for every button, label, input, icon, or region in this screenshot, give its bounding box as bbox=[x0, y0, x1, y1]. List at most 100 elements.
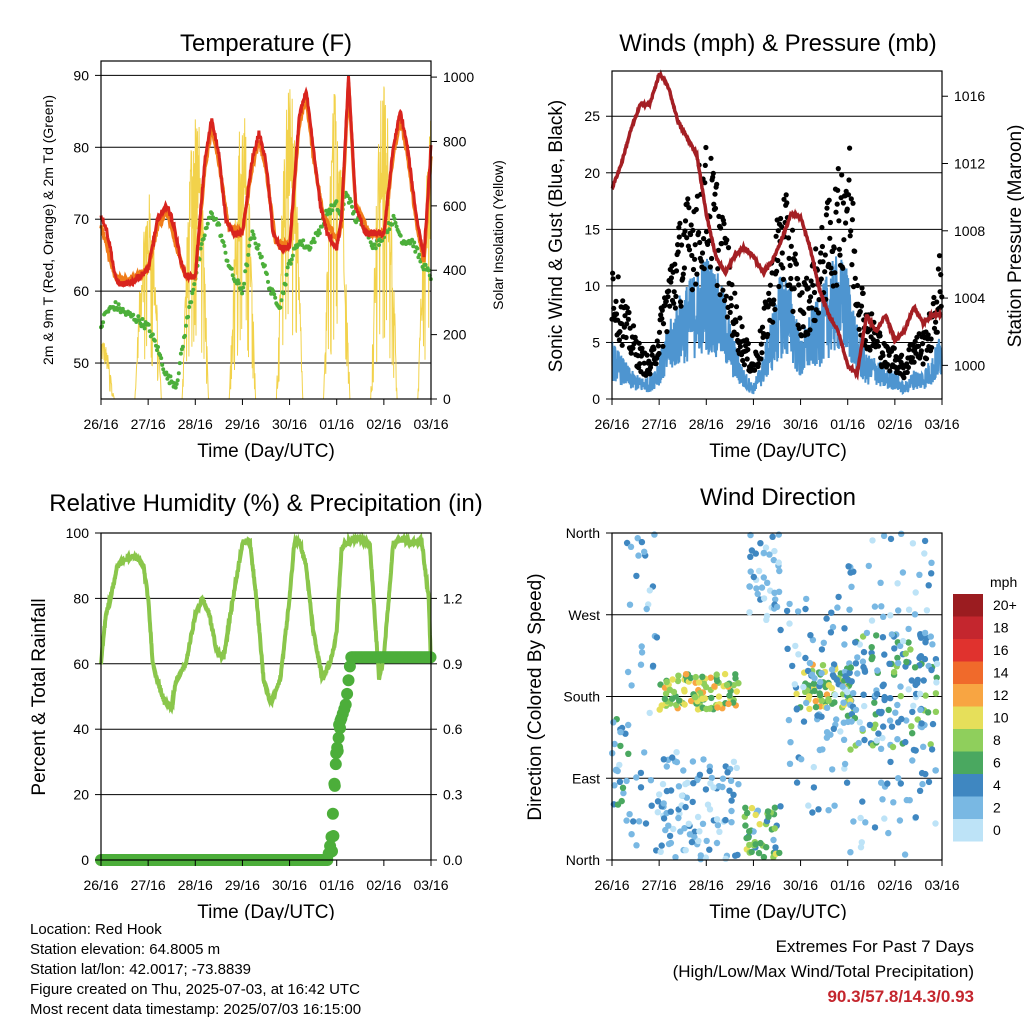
wind-direction-point bbox=[628, 682, 635, 689]
wind-direction-point bbox=[691, 828, 698, 835]
gust-point bbox=[690, 227, 696, 233]
colorbar-swatch bbox=[953, 616, 983, 639]
rainfall-point bbox=[331, 745, 344, 757]
gust-point bbox=[677, 220, 683, 226]
wind-direction-point bbox=[689, 798, 696, 806]
dewpoint-point bbox=[256, 243, 261, 248]
gust-point bbox=[854, 282, 861, 289]
wind-direction-point bbox=[807, 632, 814, 639]
gust-point bbox=[649, 352, 655, 358]
wind-direction-point bbox=[861, 736, 868, 744]
dewpoint-point bbox=[168, 374, 173, 379]
gust-point bbox=[655, 343, 662, 349]
wind-direction-point bbox=[861, 702, 868, 710]
dewpoint-point bbox=[241, 285, 246, 290]
wind-direction-point bbox=[812, 703, 820, 711]
wind-direction-point bbox=[667, 808, 674, 815]
station-elevation: Station elevation: 64.8005 m bbox=[30, 941, 221, 958]
wind-direction-point bbox=[643, 605, 650, 613]
gust-point bbox=[835, 187, 841, 193]
dewpoint-point bbox=[392, 216, 397, 221]
wind-direction-point bbox=[776, 567, 783, 575]
wind-direction-point bbox=[760, 549, 768, 557]
rainfall-point bbox=[342, 674, 355, 687]
y2-tick-label: 1.2 bbox=[443, 590, 463, 606]
rainfall-point bbox=[328, 779, 341, 792]
wind-direction-point bbox=[857, 844, 865, 851]
wind-direction-point bbox=[922, 692, 929, 699]
dewpoint-point bbox=[221, 240, 226, 245]
gust-point bbox=[679, 242, 685, 248]
gust-point bbox=[723, 293, 729, 299]
wind-direction-point bbox=[633, 774, 640, 781]
gust-point bbox=[690, 266, 697, 273]
y2-tick-label: 1008 bbox=[954, 223, 985, 239]
pressure-line bbox=[610, 69, 943, 381]
gust-point bbox=[773, 233, 779, 239]
wind-direction-point bbox=[847, 746, 854, 753]
gust-point bbox=[779, 250, 785, 256]
gust-point bbox=[701, 266, 707, 272]
y-tick-label: 0 bbox=[81, 852, 89, 868]
wind-direction-point bbox=[696, 771, 704, 778]
dewpoint-point bbox=[398, 233, 403, 238]
wind-direction-point bbox=[858, 839, 865, 846]
dewpoint-point bbox=[175, 378, 180, 383]
wind-direction-point bbox=[646, 587, 653, 594]
x-tick-label: 29/16 bbox=[736, 416, 771, 432]
gust-point bbox=[623, 334, 629, 341]
dewpoint-point bbox=[301, 238, 306, 243]
gust-point bbox=[781, 196, 787, 202]
gust-point bbox=[639, 345, 645, 351]
gust-point bbox=[778, 215, 784, 222]
gust-point bbox=[851, 284, 857, 290]
wind-direction-title: Wind Direction bbox=[700, 484, 856, 511]
wind-direction-point bbox=[617, 728, 624, 736]
colorbar-swatch bbox=[953, 774, 983, 797]
y-tick-label: West bbox=[568, 607, 600, 623]
dewpoint-point bbox=[131, 312, 136, 317]
gust-point bbox=[729, 282, 735, 288]
rainfall-point bbox=[343, 660, 356, 673]
gust-point bbox=[936, 253, 943, 259]
gust-point bbox=[835, 166, 841, 172]
wind-direction-point bbox=[689, 758, 697, 765]
gust-point bbox=[828, 265, 834, 271]
gust-point bbox=[933, 319, 939, 325]
dewpoint-point bbox=[191, 287, 196, 292]
dewpoint-point bbox=[190, 291, 195, 296]
wind-direction-point bbox=[742, 822, 749, 829]
wind-direction-point bbox=[723, 681, 731, 689]
gust-point bbox=[694, 271, 700, 277]
wind-direction-point bbox=[669, 754, 676, 761]
wind-direction-point bbox=[891, 645, 898, 652]
wind-direction-point bbox=[674, 677, 682, 685]
gust-point bbox=[771, 297, 777, 303]
dewpoint-point bbox=[243, 269, 248, 274]
gust-point bbox=[852, 248, 858, 254]
wind-direction-point bbox=[771, 825, 778, 832]
gust-point bbox=[636, 365, 642, 371]
dewpoint-point bbox=[147, 329, 152, 334]
wind-direction-point bbox=[916, 571, 923, 578]
dewpoint-point bbox=[253, 241, 258, 246]
wind-direction-point bbox=[654, 809, 661, 816]
y2-tick-label: 0 bbox=[443, 391, 451, 407]
wind-direction-point bbox=[885, 829, 892, 837]
wind-direction-point bbox=[672, 854, 679, 861]
x-tick-label: 30/16 bbox=[272, 416, 307, 432]
dewpoint-point bbox=[178, 351, 183, 356]
wind-direction-point bbox=[760, 574, 767, 581]
colorbar-swatch bbox=[953, 661, 983, 684]
x-tick-label: 28/16 bbox=[689, 416, 724, 432]
wind-direction-point bbox=[901, 851, 909, 858]
colorbar-swatch bbox=[953, 819, 983, 842]
winds-panel: Winds (mph) & Pressure (mb) 0 5 10 15 20 25 10… bbox=[546, 30, 1024, 462]
wind-direction-point bbox=[909, 540, 917, 547]
gust-point bbox=[840, 265, 846, 271]
y-tick-label: 60 bbox=[73, 283, 89, 299]
dewpoint-point bbox=[421, 267, 426, 272]
wind-direction-point bbox=[877, 745, 885, 752]
dewpoint-point bbox=[214, 216, 219, 221]
wind-direction-point bbox=[918, 769, 926, 777]
